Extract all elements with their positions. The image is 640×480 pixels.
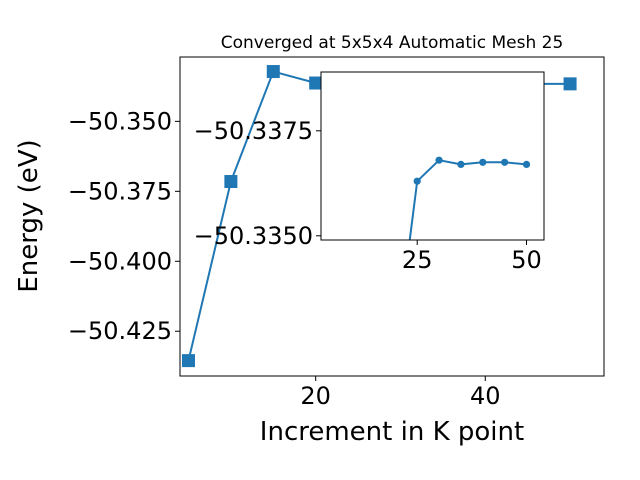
y-axis-label: Energy (eV) [14, 139, 44, 292]
main-data-point [266, 65, 280, 79]
inset-x-tick-label: 50 [511, 246, 542, 274]
main-data-point [224, 175, 238, 189]
main-axes-frame [179, 56, 605, 377]
inset-data-point [501, 158, 509, 166]
inset-y-tick-label: −50.3350 [194, 222, 313, 250]
inset-data-point [479, 158, 487, 166]
inset-plot-area [321, 72, 544, 240]
inset-data-point [457, 160, 465, 168]
main-data-point [563, 77, 577, 91]
main-y-tick-label: −50.400 [68, 247, 172, 275]
inset-data-point [413, 177, 421, 185]
main-data-point [309, 76, 323, 90]
x-axis-label: Increment in K point [260, 417, 524, 447]
chart-title: Converged at 5x5x4 Automatic Mesh 25 [221, 33, 564, 53]
inset-axes-frame [320, 71, 545, 241]
inset-x-tick-label: 25 [402, 246, 433, 274]
inset-y-tick-label: −50.3375 [194, 117, 313, 145]
inset-data-point [435, 156, 443, 164]
main-x-tick-label: 40 [470, 382, 501, 410]
inset-data-point [522, 160, 531, 168]
main-y-tick-label: −50.375 [68, 177, 172, 205]
main-x-tick-label: 20 [300, 382, 331, 410]
main-y-tick-label: −50.425 [68, 317, 172, 345]
main-data-point [181, 354, 195, 368]
inset-plot: 25 50 −50.3375 −50.3350 [194, 71, 545, 274]
main-y-tick-label: −50.350 [68, 107, 172, 135]
